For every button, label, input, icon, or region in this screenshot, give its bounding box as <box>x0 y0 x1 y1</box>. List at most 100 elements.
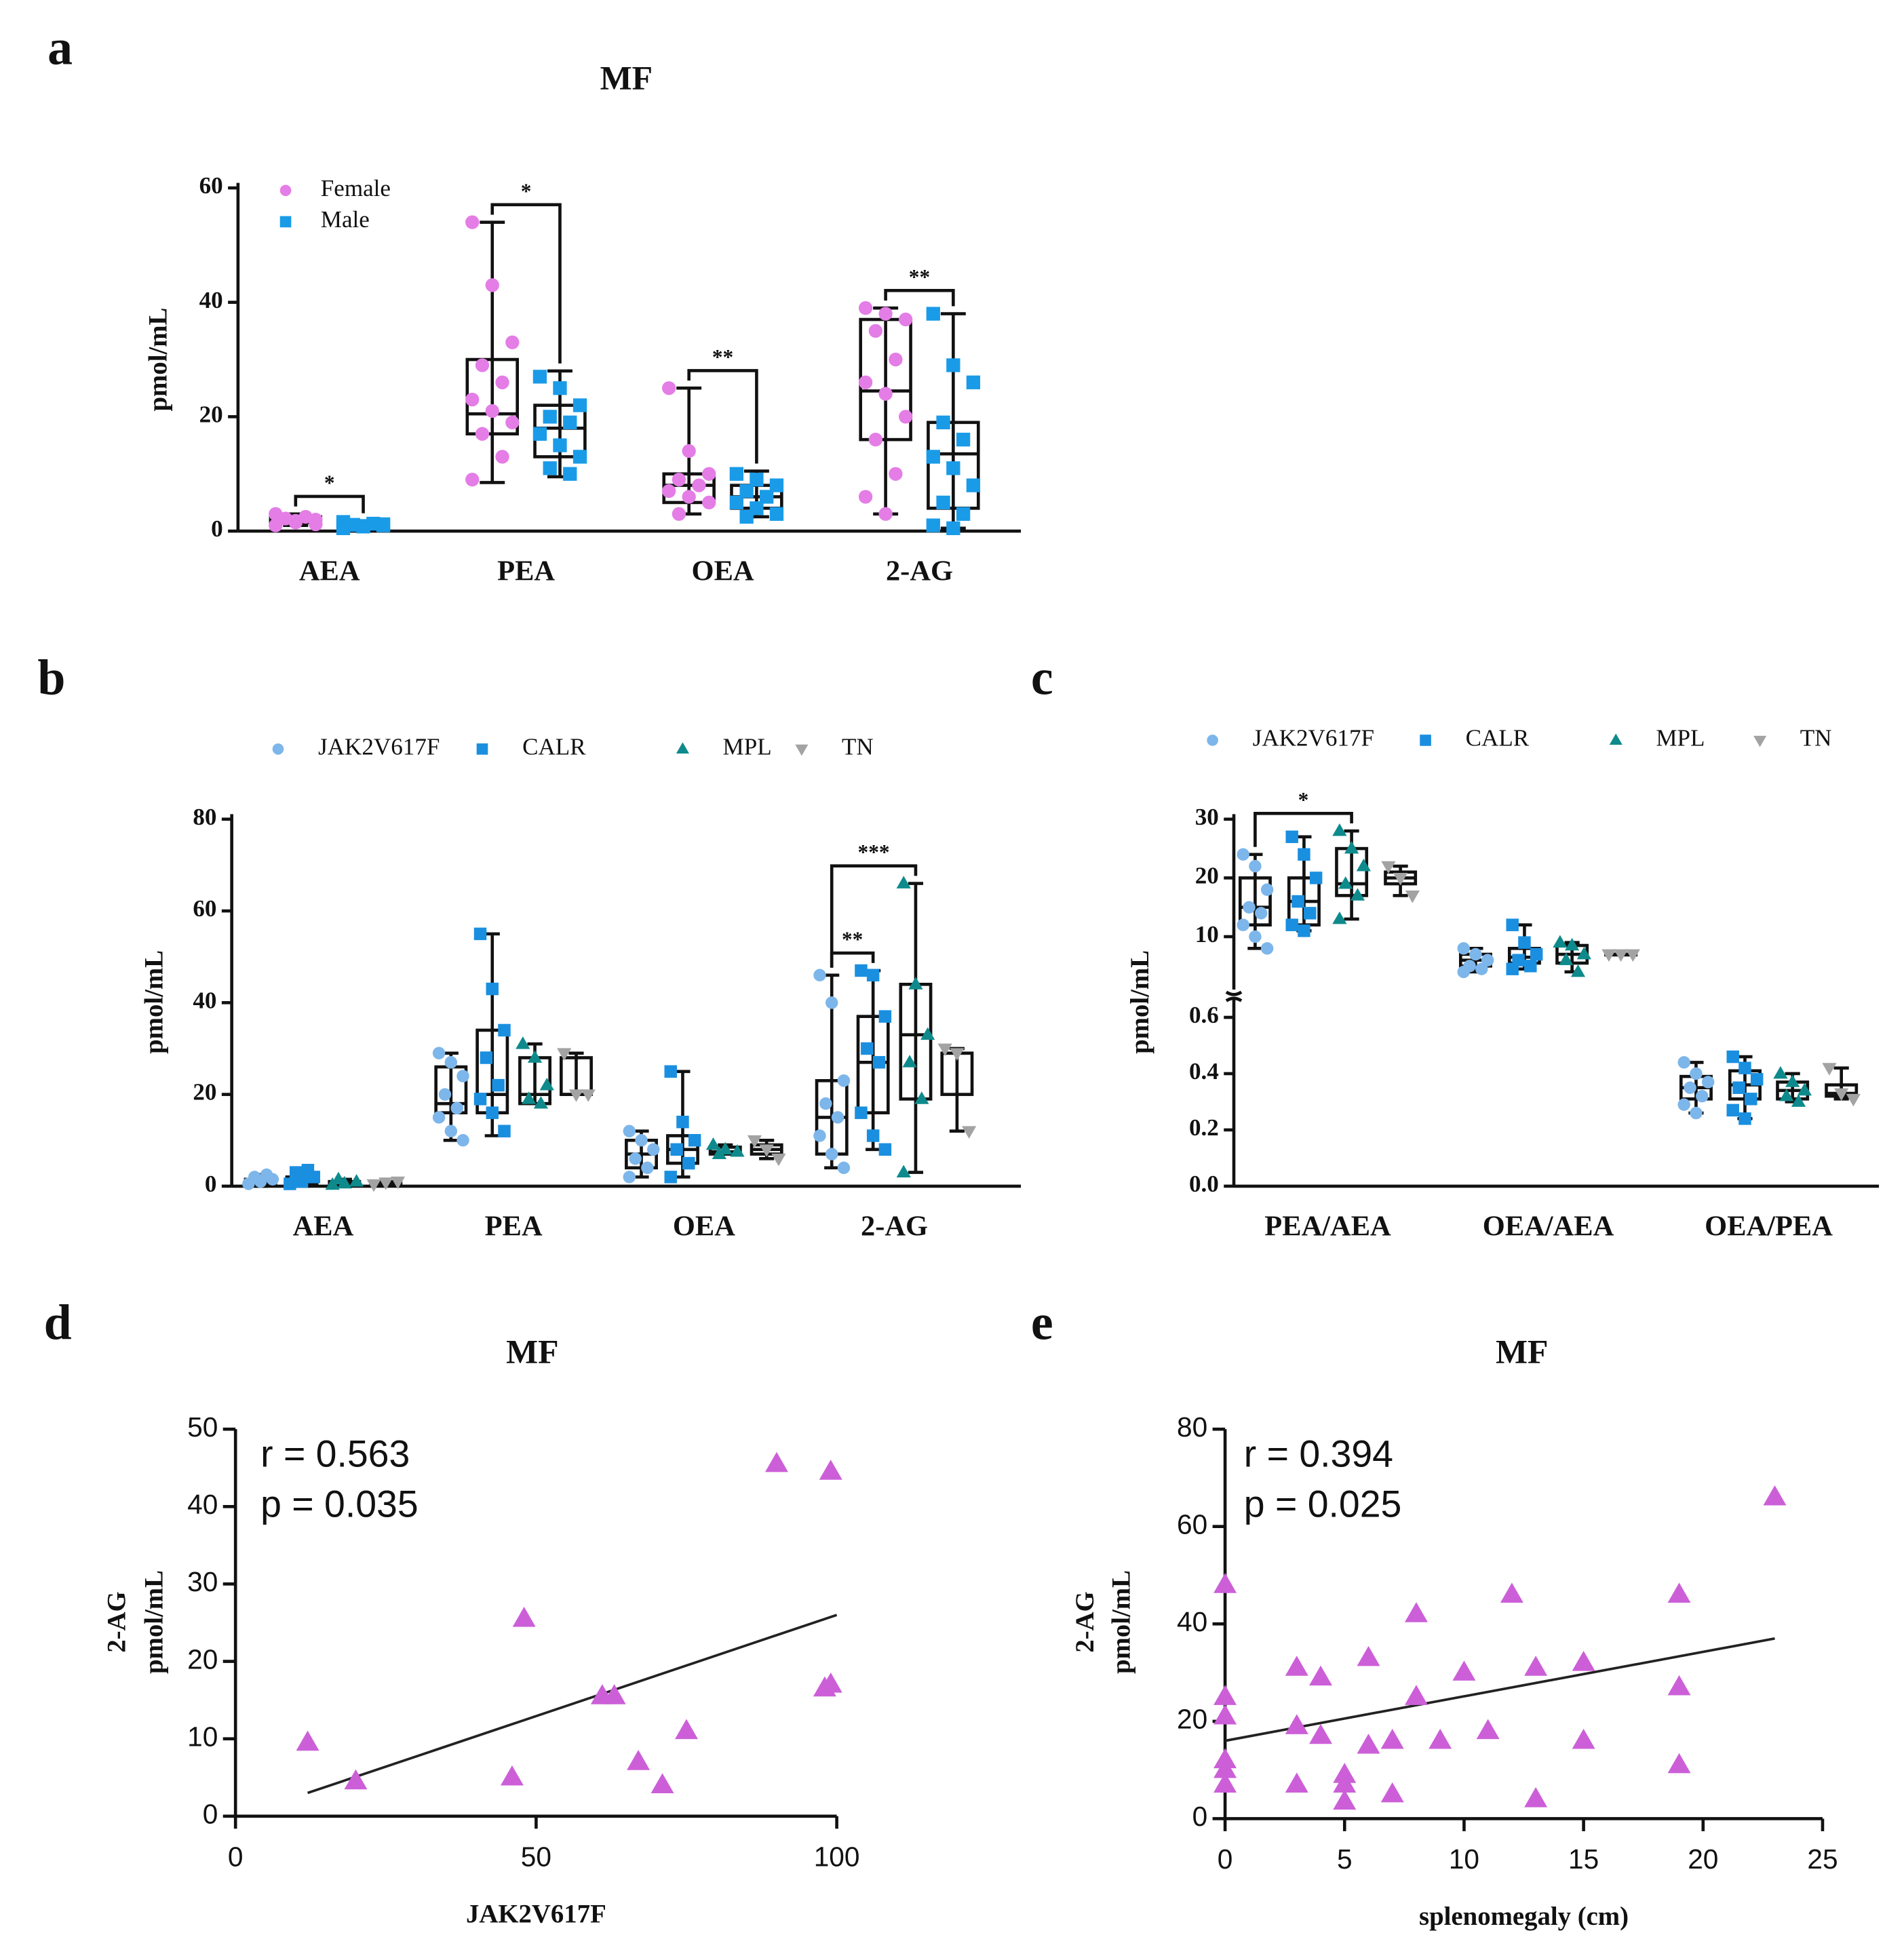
data-point <box>376 517 391 532</box>
data-point <box>450 1101 463 1115</box>
x-axis-label: splenomegaly (cm) <box>1419 1902 1629 1931</box>
data-point <box>1785 1074 1800 1087</box>
data-point <box>301 1163 315 1177</box>
y-tick-label: 20 <box>199 401 223 427</box>
x-tick-label: 20 <box>1688 1843 1718 1875</box>
data-point <box>349 1174 364 1187</box>
data-point <box>1404 1685 1428 1705</box>
data-point <box>1332 823 1347 836</box>
data-point <box>486 982 499 996</box>
y-axis-label: pmol/mL <box>143 308 172 412</box>
data-point <box>682 444 696 458</box>
data-point <box>1506 918 1519 931</box>
data-point <box>1614 949 1629 962</box>
data-point <box>966 375 981 389</box>
legend-marker <box>476 743 488 755</box>
y-tick-label: 20 <box>187 1643 218 1675</box>
data-point <box>1601 949 1616 962</box>
data-point <box>1667 1675 1691 1696</box>
y-tick-label: 0 <box>203 1799 218 1830</box>
y-tick-label: 0.4 <box>1189 1058 1219 1085</box>
y-tick-label: 40 <box>187 1489 218 1520</box>
significance-label: * <box>324 471 335 494</box>
data-point <box>495 375 509 389</box>
significance-label: ** <box>909 265 930 289</box>
data-point <box>475 427 490 441</box>
data-point <box>946 521 960 536</box>
data-point <box>764 1451 788 1472</box>
data-point <box>1565 937 1580 951</box>
data-point <box>1285 1772 1308 1793</box>
data-point <box>926 450 940 464</box>
y-tick-label: 30 <box>1195 804 1219 830</box>
data-point <box>1309 1665 1333 1686</box>
data-point <box>899 312 913 327</box>
data-point <box>269 507 283 521</box>
data-point <box>1298 924 1310 937</box>
data-point <box>1779 1089 1794 1101</box>
data-point <box>1846 1093 1861 1107</box>
data-point <box>432 1047 446 1059</box>
data-point <box>480 1051 493 1064</box>
data-point <box>771 1153 786 1167</box>
legend-marker <box>1207 735 1218 746</box>
y-tick-label: 0 <box>1192 1801 1208 1832</box>
data-point <box>868 432 883 447</box>
data-point <box>473 1093 487 1106</box>
data-point <box>475 358 490 372</box>
data-point <box>1309 1723 1333 1744</box>
significance-label: ** <box>712 345 733 369</box>
data-point <box>1213 1757 1237 1778</box>
data-point <box>1559 952 1574 966</box>
x-tick-label: OEA/PEA <box>1705 1210 1833 1242</box>
y-tick-label: 0.6 <box>1189 1002 1219 1028</box>
data-point <box>1285 1714 1308 1734</box>
data-point <box>465 473 480 487</box>
data-point <box>1726 1050 1739 1063</box>
data-point <box>505 415 520 429</box>
data-point <box>492 1078 505 1092</box>
data-point <box>356 519 370 533</box>
significance-bracket <box>294 494 365 513</box>
data-point <box>563 467 577 481</box>
data-point <box>1763 1485 1787 1506</box>
data-point <box>485 404 499 418</box>
data-point <box>296 1730 319 1751</box>
x-tick-label: 15 <box>1568 1843 1599 1875</box>
data-point <box>819 1460 842 1480</box>
data-point <box>664 1065 677 1078</box>
x-tick-label: PEA <box>485 1210 543 1242</box>
data-point <box>878 1010 892 1023</box>
data-point <box>1745 1093 1757 1106</box>
data-point <box>1213 1685 1237 1705</box>
data-point <box>739 484 754 499</box>
legend-marker <box>1420 735 1431 746</box>
data-point <box>1333 1772 1357 1793</box>
data-point <box>747 1135 762 1148</box>
legend-label: Male <box>321 206 370 233</box>
data-point <box>543 410 557 424</box>
data-point <box>1797 1082 1812 1096</box>
data-point <box>1773 1066 1788 1079</box>
box <box>856 1015 890 1114</box>
y-axis-label: pmol/mL <box>140 950 169 1054</box>
data-point <box>1822 1063 1837 1076</box>
y-tick-label: 10 <box>1195 921 1219 947</box>
data-point <box>289 1166 303 1179</box>
data-point <box>1572 1728 1595 1749</box>
data-point <box>563 415 577 429</box>
data-point <box>739 509 754 524</box>
data-point <box>966 478 981 492</box>
x-tick-label: AEA <box>299 555 360 587</box>
data-point <box>946 461 960 475</box>
data-point <box>1834 1088 1849 1101</box>
data-point <box>760 490 774 504</box>
y-tick-label: 0.0 <box>1189 1171 1219 1197</box>
y-tick-label: 80 <box>1177 1411 1207 1443</box>
data-point <box>533 1096 549 1109</box>
data-point <box>1457 942 1470 955</box>
data-point <box>331 1171 346 1185</box>
legend-marker <box>1609 733 1623 745</box>
data-point <box>937 1043 952 1057</box>
data-point <box>702 467 716 481</box>
